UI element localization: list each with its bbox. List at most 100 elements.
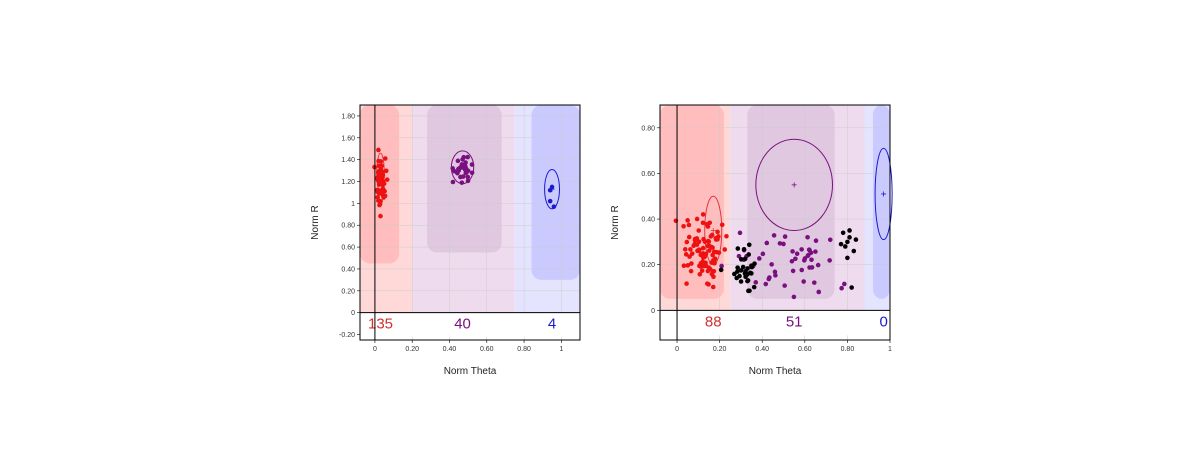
data-point [689,261,694,266]
left-scatter-chart: 135 40 40 0.20 0.40 0.60 0.80 1-0.2000.200.400.… [310,104,581,377]
data-point [732,271,737,277]
data-point [738,257,744,262]
data-point [460,157,465,162]
data-point [746,242,752,248]
data-point [749,271,754,276]
data-point [696,228,702,233]
data-point [380,182,386,188]
y-tick-label-1: 0 [351,310,355,317]
data-point [735,246,741,251]
y-axis-title: Norm R [610,205,621,239]
data-point [694,242,700,247]
plot-frame [359,104,581,341]
data-point [709,271,715,277]
data-point [811,280,817,285]
data-point [813,238,819,243]
data-point [547,198,553,204]
data-point [724,233,729,239]
y-tick-label-8: 1.40 [341,157,355,164]
data-point [684,281,689,286]
x-tick-label-4: 0.80 [517,346,531,353]
data-point [377,202,382,208]
data-point [700,259,705,264]
data-point [376,198,381,203]
data-point [378,190,384,195]
region-core-2 [872,105,890,299]
data-point [734,275,739,281]
data-point [465,154,470,160]
data-point [805,252,811,258]
data-point [753,280,759,285]
data-point [692,236,698,242]
y-tick-label-1: 0.20 [641,262,655,269]
data-point [740,264,746,270]
data-point [771,233,777,238]
data-point [382,188,387,194]
data-point [701,255,706,260]
data-point [459,180,465,185]
data-point [465,178,471,184]
data-point [688,268,694,274]
data-point [749,264,755,270]
data-point [847,235,852,240]
y-tick-label-4: 0.60 [341,245,355,252]
data-point [707,220,713,226]
data-point [719,263,724,269]
y-tick-label-3: 0.40 [341,266,355,273]
cluster-count-0: 135 [368,316,393,333]
data-point [840,230,846,236]
data-point [842,281,847,287]
region-core-1 [747,105,835,299]
data-point [687,254,692,259]
data-point [458,174,463,180]
y-axis-title: Norm R [310,205,321,239]
data-point [742,256,748,262]
count-band [660,310,890,336]
left-chart-panel: 135 40 4 0 0.20 0.40 0.60 0.80 1 -0.20 0 0.20 0.40 0.… [300,0,600,405]
data-point [696,247,701,253]
data-point [465,168,471,173]
data-point [793,256,798,262]
data-point [747,288,752,294]
data-point [684,239,690,245]
data-point [845,239,850,245]
data-point [378,159,384,164]
data-point [745,266,750,271]
data-point [805,234,810,240]
cluster-count-1: 51 [786,313,803,330]
region-core-2 [531,105,580,280]
data-point [790,249,795,254]
cluster-count-2: 4 [548,316,556,333]
data-point [700,212,706,217]
x-tick-label-1: 0.20 [713,346,727,353]
data-point [376,163,382,169]
x-tick-label-0: 0 [373,346,377,353]
data-point [384,177,390,182]
y-tick-label-10: 1.80 [341,113,355,120]
data-point [682,247,688,252]
data-point [469,170,475,176]
cluster-ellipse-2 [544,168,560,210]
data-point [813,249,818,254]
data-point [469,162,475,167]
data-point [751,284,757,290]
data-point [794,251,800,257]
data-point [746,252,752,257]
data-point [698,264,704,269]
x-tick-label-2: 0.40 [443,346,457,353]
data-point [694,216,700,222]
right-chart-panel: 88 51 0 0 0.20 0.40 0.60 0.80 1 0 0.20 0.40 0.60 0.80… [600,0,900,405]
y-tick-label-0: 0 [651,308,655,315]
data-point [722,247,728,252]
data-point [697,271,703,277]
data-point [827,258,832,263]
data-point [772,269,778,275]
data-point [737,230,743,236]
cluster-count-1: 40 [454,316,471,333]
x-tick-label-4: 0.80 [841,346,855,353]
count-band [360,312,580,337]
data-point [827,237,833,243]
data-point [710,245,715,250]
x-tick-label-3: 0.60 [798,346,812,353]
data-point [549,184,555,190]
